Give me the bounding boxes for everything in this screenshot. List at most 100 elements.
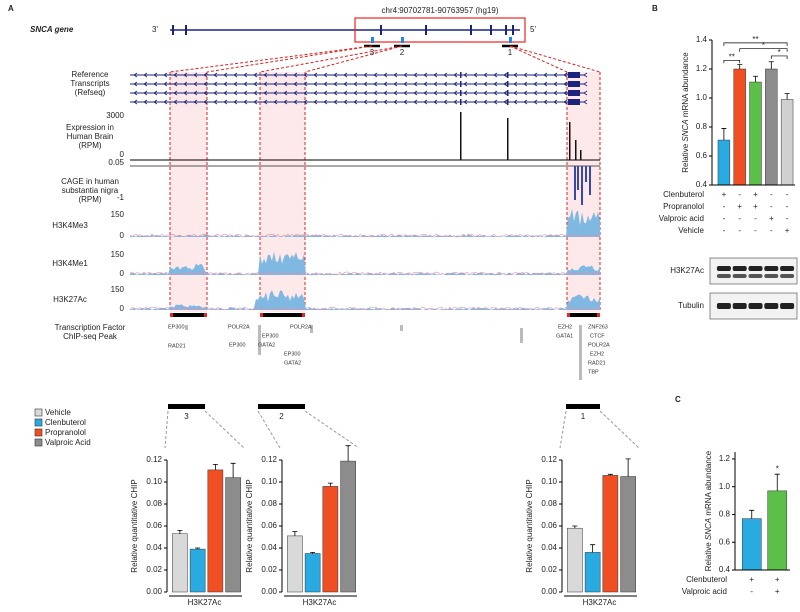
track-label: substantia nigra — [62, 186, 119, 195]
y-tick-label: 0.06 — [541, 521, 557, 530]
chevron — [493, 81, 498, 87]
chevron — [343, 72, 348, 78]
chevron — [373, 99, 378, 105]
chevron — [383, 81, 388, 87]
condition-mark: - — [738, 214, 741, 223]
bar — [741, 518, 762, 571]
tf-box — [310, 325, 313, 333]
y-axis-label: Relative SNCA mRNA abundance — [704, 450, 713, 571]
chevron — [583, 72, 588, 78]
condition-mark: + — [775, 587, 780, 596]
chevron — [193, 72, 198, 78]
y-tick-label: 0.4 — [696, 180, 708, 189]
chevron — [483, 90, 488, 96]
end-label: 3' — [152, 25, 158, 34]
chevron — [183, 90, 188, 96]
tf-box — [400, 325, 403, 331]
chevron — [173, 72, 178, 78]
chevron — [143, 72, 148, 78]
chevron — [133, 72, 138, 78]
bar — [749, 81, 762, 186]
track-scale: 150 — [111, 250, 125, 259]
expression-peak — [507, 118, 509, 160]
chevron — [463, 72, 468, 78]
exon-label: 1 — [508, 48, 513, 57]
chevron — [283, 81, 288, 87]
region-end — [302, 313, 305, 317]
chevron — [213, 90, 218, 96]
bar — [620, 476, 636, 593]
y-tick-label: 0.12 — [146, 455, 162, 464]
chevron — [183, 99, 188, 105]
chevron — [253, 99, 258, 105]
error-bar — [310, 552, 316, 554]
chevron — [223, 90, 228, 96]
exon — [507, 81, 509, 87]
y-label-part: SNCA — [704, 518, 713, 540]
y-tick-label: 0.6 — [719, 537, 731, 546]
error-bar — [625, 458, 631, 477]
chevron — [263, 99, 268, 105]
chevron — [323, 72, 328, 78]
chevron — [563, 72, 568, 78]
condition-mark: + — [753, 202, 758, 211]
zoom-line — [509, 45, 568, 73]
condition-mark: - — [723, 202, 726, 211]
panel-letter: C — [675, 395, 681, 404]
region-end — [204, 313, 207, 317]
region-bar — [168, 404, 205, 409]
y-label-part: mRNA abundance — [681, 52, 690, 120]
tf-label: TBP — [588, 369, 599, 375]
chevron — [473, 99, 478, 105]
chevron — [323, 90, 328, 96]
track-label: (RPM) — [78, 195, 101, 204]
chevron — [513, 99, 518, 105]
condition-mark: + — [753, 190, 758, 199]
chevron — [483, 81, 488, 87]
track-label: CAGE in human — [61, 177, 119, 186]
track-scale: 0 — [120, 304, 125, 313]
chevron — [383, 72, 388, 78]
tf-label: EZH2 — [590, 351, 604, 357]
tf-box — [520, 328, 523, 343]
y-tick-label: 0.02 — [261, 565, 277, 574]
chevron — [413, 72, 418, 78]
y-axis-label: Relative quantitative CHIP — [245, 479, 254, 572]
exon-label: 2 — [400, 48, 405, 57]
sig-label: * — [762, 41, 765, 50]
chevron — [343, 99, 348, 105]
chevron — [403, 90, 408, 96]
y-tick-label: 1.0 — [696, 93, 708, 102]
tf-label: EP300 — [262, 333, 279, 339]
chevron — [163, 99, 168, 105]
y-label-part: Relative — [704, 540, 713, 571]
chevron — [393, 81, 398, 87]
chevron — [513, 90, 518, 96]
y-tick-label: 1.2 — [696, 64, 708, 73]
chevron — [483, 72, 488, 78]
chevron — [243, 99, 248, 105]
chevron — [333, 90, 338, 96]
tf-label: EP300 — [229, 342, 246, 348]
track-label: Human Brain — [67, 132, 114, 141]
zoom-line — [559, 410, 567, 449]
cage-peak — [581, 166, 583, 205]
condition-mark: - — [750, 587, 753, 596]
zoom-line — [169, 45, 373, 73]
chevron — [173, 99, 178, 105]
chevron — [533, 99, 538, 105]
chevron — [243, 81, 248, 87]
chevron — [483, 99, 488, 105]
condition-mark: + — [769, 214, 774, 223]
blot-label: Tubulin — [678, 301, 704, 310]
chevron — [413, 99, 418, 105]
chevron — [513, 81, 518, 87]
chevron — [463, 81, 468, 87]
y-tick-label: 0.02 — [541, 565, 557, 574]
chevron — [173, 81, 178, 87]
blot-band — [732, 274, 747, 278]
chevron — [463, 99, 468, 105]
y-tick-label: 0.06 — [146, 521, 162, 530]
bar — [567, 527, 583, 593]
y-tick-label: 0.04 — [541, 543, 557, 552]
